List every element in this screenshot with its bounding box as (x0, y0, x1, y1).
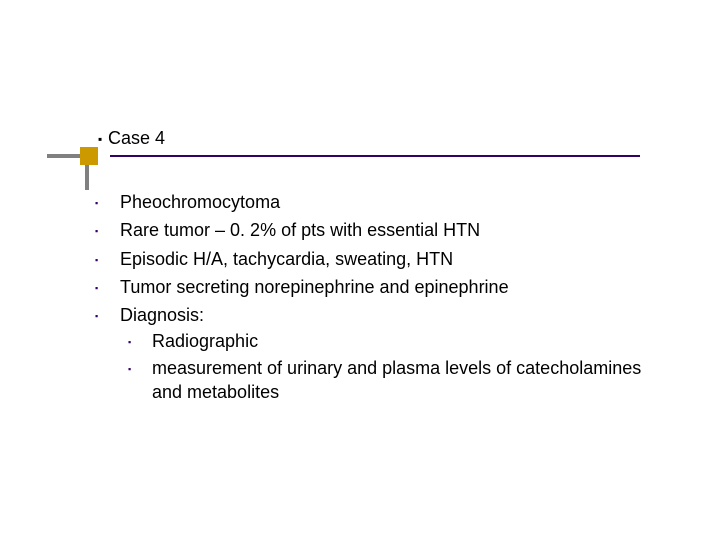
list-item-text: Episodic H/A, tachycardia, sweating, HTN (120, 249, 453, 269)
list-item-text: Diagnosis: (120, 305, 204, 325)
accent-square-icon (80, 147, 98, 165)
list-item: Pheochromocytoma (88, 190, 660, 214)
title-underline (110, 155, 640, 157)
accent-bar-vertical (85, 165, 89, 190)
list-item-text: Radiographic (152, 331, 258, 351)
list-item-text: Rare tumor – 0. 2% of pts with essential… (120, 220, 480, 240)
list-item-text: Pheochromocytoma (120, 192, 280, 212)
list-item: Radiographic (120, 329, 660, 353)
accent-bar-horizontal (47, 154, 80, 158)
bullet-list: Pheochromocytoma Rare tumor – 0. 2% of p… (88, 190, 660, 404)
slide-title: Case 4 (108, 128, 165, 149)
list-item: Episodic H/A, tachycardia, sweating, HTN (88, 247, 660, 271)
slide: ▪ Case 4 Pheochromocytoma Rare tumor – 0… (0, 0, 720, 540)
title-bullet-icon: ▪ (98, 132, 102, 146)
list-item-text: Tumor secreting norepinephrine and epine… (120, 277, 509, 297)
list-item: measurement of urinary and plasma levels… (120, 356, 660, 405)
list-item-text: measurement of urinary and plasma levels… (152, 358, 641, 402)
list-item: Diagnosis: Radiographic measurement of u… (88, 303, 660, 404)
sub-bullet-list: Radiographic measurement of urinary and … (120, 329, 660, 404)
list-item: Tumor secreting norepinephrine and epine… (88, 275, 660, 299)
body-content: Pheochromocytoma Rare tumor – 0. 2% of p… (88, 190, 660, 408)
list-item: Rare tumor – 0. 2% of pts with essential… (88, 218, 660, 242)
